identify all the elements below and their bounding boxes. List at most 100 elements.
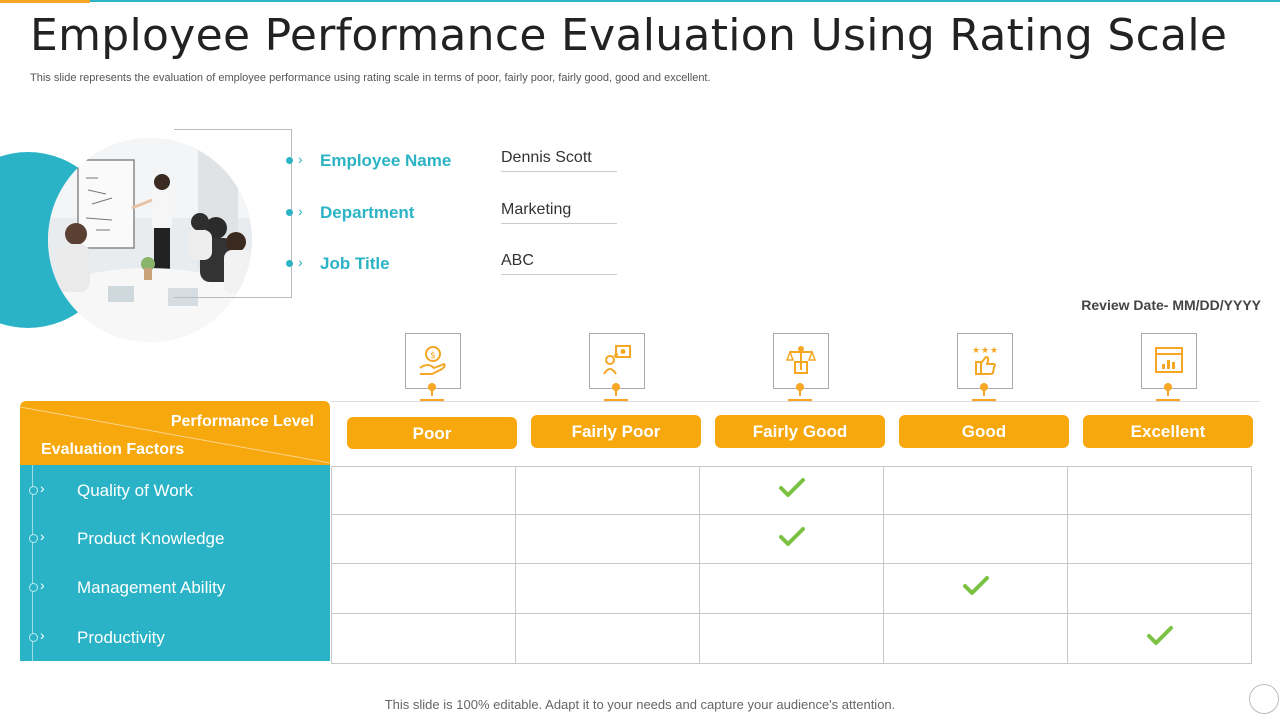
performance-level-header: Performance Level: [170, 413, 314, 430]
rating-cell[interactable]: [1067, 613, 1252, 664]
table-corner-header: Performance Level Evaluation Factors: [20, 401, 330, 465]
bullet-dot-icon: [286, 209, 293, 216]
bullet-dot-icon: [286, 260, 293, 267]
level-good: Good: [899, 415, 1069, 448]
rating-cell[interactable]: [515, 563, 700, 614]
factor-row: › Productivity: [20, 613, 330, 661]
rating-row: [331, 613, 1252, 664]
info-row-employee-name: › Employee Name Dennis Scott: [286, 147, 626, 177]
rating-cell[interactable]: [515, 514, 700, 564]
factors-panel: › Quality of Work › Product Knowledge › …: [20, 465, 330, 661]
chart-frame-icon: [1141, 333, 1197, 389]
connector-stem: [1167, 388, 1169, 396]
thumbs-up-stars-icon: ★ ★ ★: [957, 333, 1013, 389]
checkmark-icon: [778, 526, 805, 546]
rating-row: [331, 563, 1252, 614]
level-poor: Poor: [347, 417, 517, 449]
info-row-department: › Department Marketing: [286, 199, 626, 229]
checkmark-icon: [778, 478, 805, 497]
connector-dot: [612, 383, 620, 391]
info-row-job-title: › Job Title ABC: [286, 250, 626, 280]
info-bracket-line: [174, 129, 292, 298]
chevron-right-icon: ›: [40, 480, 45, 496]
svg-text:$: $: [430, 351, 436, 361]
rating-cell[interactable]: [1067, 514, 1252, 564]
rating-cell[interactable]: [515, 613, 700, 664]
rating-cell[interactable]: [699, 514, 884, 564]
factor-label: Productivity: [77, 628, 165, 647]
balance-scale-icon: [773, 333, 829, 389]
connector-dot: [1164, 383, 1172, 391]
bullet-dot-icon: [29, 583, 38, 592]
connector-base: [972, 399, 996, 401]
rating-cell[interactable]: [1067, 563, 1252, 614]
connector-stem: [983, 388, 985, 396]
connector-stem: [799, 388, 801, 396]
chevron-right-icon: ›: [40, 627, 45, 643]
chevron-right-icon: ›: [298, 203, 303, 219]
level-fairly-poor: Fairly Poor: [531, 415, 701, 448]
svg-text:★: ★: [972, 346, 980, 356]
rating-cell[interactable]: [699, 563, 884, 614]
factor-label: Quality of Work: [77, 481, 193, 500]
rating-cell[interactable]: [515, 466, 700, 515]
rating-row: [331, 514, 1252, 564]
factor-label: Product Knowledge: [77, 529, 225, 548]
person-money-icon: [589, 333, 645, 389]
rating-cell[interactable]: [883, 466, 1068, 515]
chevron-right-icon: ›: [298, 151, 303, 167]
rating-row: [331, 466, 1252, 515]
rating-cell[interactable]: [883, 613, 1068, 664]
connector-dot: [428, 383, 436, 391]
department-label: Department: [320, 203, 415, 222]
rating-cell[interactable]: [331, 613, 516, 664]
review-date: Review Date- MM/DD/YYYY: [1081, 297, 1261, 313]
factor-row: › Quality of Work: [20, 466, 330, 514]
employee-name-field[interactable]: Dennis Scott: [501, 149, 617, 172]
chevron-right-icon: ›: [298, 254, 303, 270]
rating-cell[interactable]: [883, 514, 1068, 564]
level-excellent: Excellent: [1083, 415, 1253, 448]
rating-cell[interactable]: [331, 466, 516, 515]
top-divider-line: [90, 0, 1280, 2]
level-fairly-good: Fairly Good: [715, 415, 885, 448]
top-accent-line: [0, 0, 90, 3]
page-subtitle: This slide represents the evaluation of …: [30, 72, 711, 84]
connector-base: [1156, 399, 1180, 401]
checkmark-icon: [962, 576, 989, 595]
connector-base: [420, 399, 444, 401]
corner-circle-decoration: [1249, 684, 1279, 714]
bullet-dot-icon: [29, 633, 38, 642]
hand-coin-icon: $: [405, 333, 461, 389]
bullet-dot-icon: [286, 157, 293, 164]
rating-cell[interactable]: [699, 613, 884, 664]
connector-dot: [796, 383, 804, 391]
employee-name-label: Employee Name: [320, 151, 452, 170]
factor-label: Management Ability: [77, 578, 226, 597]
rating-grid: [331, 466, 1252, 664]
page-title: Employee Performance Evaluation Using Ra…: [30, 10, 1228, 61]
rating-cell[interactable]: [699, 466, 884, 515]
rating-cell[interactable]: [1067, 466, 1252, 515]
rating-cell[interactable]: [331, 514, 516, 564]
factor-row: › Management Ability: [20, 563, 330, 611]
connector-base: [788, 399, 812, 401]
job-title-field[interactable]: ABC: [501, 252, 617, 275]
chevron-right-icon: ›: [40, 577, 45, 593]
svg-text:★: ★: [990, 346, 998, 356]
connector-dot: [980, 383, 988, 391]
connector-base: [604, 399, 628, 401]
svg-text:★: ★: [981, 346, 989, 356]
rating-cell[interactable]: [331, 563, 516, 614]
footer-note: This slide is 100% editable. Adapt it to…: [384, 697, 896, 712]
bullet-dot-icon: [29, 486, 38, 495]
checkmark-icon: [1146, 626, 1173, 645]
level-divider-line: [331, 401, 1260, 402]
factor-row: › Product Knowledge: [20, 514, 330, 562]
connector-stem: [615, 388, 617, 396]
evaluation-factors-header: Evaluation Factors: [41, 441, 185, 458]
department-field[interactable]: Marketing: [501, 201, 617, 224]
job-title-label: Job Title: [320, 254, 390, 273]
chevron-right-icon: ›: [40, 528, 45, 544]
rating-cell[interactable]: [883, 563, 1068, 614]
